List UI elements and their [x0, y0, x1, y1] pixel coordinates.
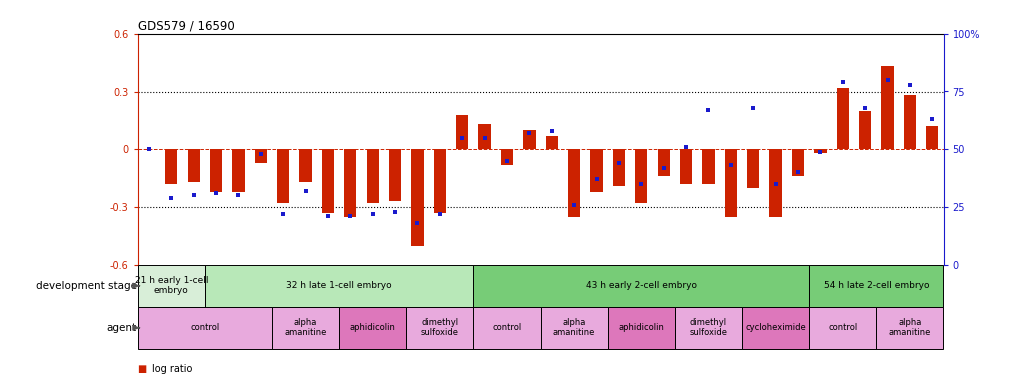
- Text: 54 h late 2-cell embryo: 54 h late 2-cell embryo: [822, 281, 928, 290]
- Text: agent: agent: [106, 323, 137, 333]
- Bar: [138, 307, 272, 349]
- Bar: [723, 149, 737, 217]
- Bar: [791, 149, 803, 176]
- Bar: [255, 149, 267, 163]
- Bar: [858, 111, 870, 149]
- Text: alpha
amanitine: alpha amanitine: [552, 318, 595, 338]
- Bar: [746, 149, 759, 188]
- Text: alpha
amanitine: alpha amanitine: [888, 318, 930, 338]
- Bar: [411, 149, 423, 246]
- Bar: [232, 149, 245, 192]
- Bar: [903, 95, 915, 149]
- Text: development stage: development stage: [36, 281, 137, 291]
- Bar: [657, 149, 669, 176]
- Bar: [568, 149, 580, 217]
- Bar: [321, 149, 334, 213]
- Bar: [187, 149, 200, 182]
- Bar: [272, 307, 338, 349]
- Bar: [875, 307, 943, 349]
- Text: 32 h late 1-cell embryo: 32 h late 1-cell embryo: [286, 281, 391, 290]
- Bar: [675, 307, 742, 349]
- Text: alpha
amanitine: alpha amanitine: [284, 318, 326, 338]
- Bar: [768, 149, 781, 217]
- Bar: [210, 149, 222, 192]
- Bar: [343, 149, 357, 217]
- Text: dimethyl
sulfoxide: dimethyl sulfoxide: [421, 318, 459, 338]
- Bar: [590, 149, 602, 192]
- Bar: [277, 149, 289, 203]
- Bar: [366, 149, 378, 203]
- Text: control: control: [190, 323, 219, 332]
- Bar: [880, 66, 893, 149]
- Bar: [478, 124, 490, 149]
- Bar: [808, 307, 875, 349]
- Text: ■: ■: [138, 364, 150, 374]
- Text: 21 h early 1-cell
embryo: 21 h early 1-cell embryo: [135, 276, 208, 296]
- Bar: [339, 307, 406, 349]
- Text: aphidicolin: aphidicolin: [618, 323, 663, 332]
- Bar: [540, 307, 607, 349]
- Bar: [680, 149, 692, 184]
- Text: GDS579 / 16590: GDS579 / 16590: [138, 20, 234, 33]
- Bar: [455, 115, 468, 149]
- Bar: [473, 307, 540, 349]
- Bar: [523, 130, 535, 149]
- Text: dimethyl
sulfoxide: dimethyl sulfoxide: [689, 318, 727, 338]
- Text: control: control: [492, 323, 521, 332]
- Bar: [300, 149, 312, 182]
- Bar: [165, 149, 177, 184]
- Bar: [138, 265, 205, 307]
- Bar: [813, 149, 825, 153]
- Bar: [742, 307, 808, 349]
- Bar: [635, 149, 647, 203]
- Bar: [808, 265, 943, 307]
- Bar: [702, 149, 714, 184]
- Bar: [500, 149, 513, 165]
- Text: 43 h early 2-cell embryo: 43 h early 2-cell embryo: [585, 281, 696, 290]
- Text: log ratio: log ratio: [152, 364, 193, 374]
- Text: control: control: [827, 323, 857, 332]
- Bar: [473, 265, 808, 307]
- Bar: [836, 88, 848, 149]
- Bar: [612, 149, 625, 186]
- Text: cycloheximide: cycloheximide: [745, 323, 805, 332]
- Bar: [925, 126, 937, 149]
- Bar: [545, 136, 557, 149]
- Bar: [388, 149, 400, 201]
- Bar: [205, 265, 473, 307]
- Bar: [433, 149, 445, 213]
- Bar: [607, 307, 675, 349]
- Text: aphidicolin: aphidicolin: [350, 323, 395, 332]
- Bar: [406, 307, 473, 349]
